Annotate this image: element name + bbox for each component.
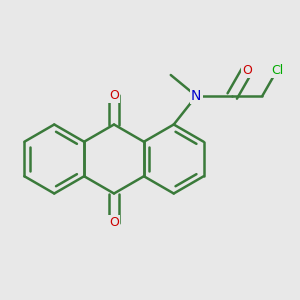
Text: O: O [109,89,119,102]
Text: O: O [109,216,119,229]
Text: O: O [242,64,252,77]
Text: Cl: Cl [271,64,283,77]
Text: N: N [191,89,201,103]
